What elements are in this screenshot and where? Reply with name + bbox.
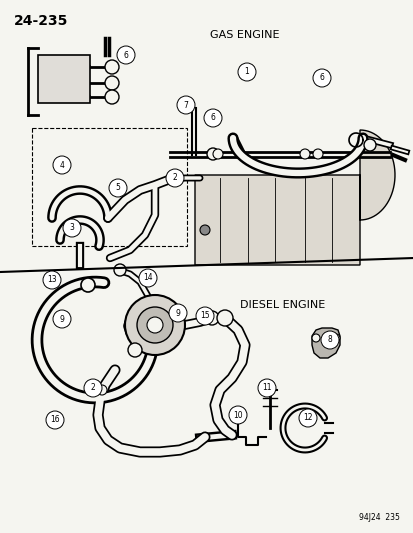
Circle shape <box>331 334 339 342</box>
Circle shape <box>46 411 64 429</box>
Text: 8: 8 <box>327 335 332 344</box>
Circle shape <box>81 278 95 292</box>
Text: 6: 6 <box>319 74 324 83</box>
Text: 5: 5 <box>115 183 120 192</box>
Circle shape <box>105 90 119 104</box>
Text: 6: 6 <box>123 51 128 60</box>
Text: 2: 2 <box>90 384 95 392</box>
Circle shape <box>43 271 61 289</box>
Text: 14: 14 <box>143 273 152 282</box>
Text: 7: 7 <box>183 101 188 109</box>
Circle shape <box>137 307 173 343</box>
Text: 94J24  235: 94J24 235 <box>358 513 399 522</box>
Text: 13: 13 <box>47 276 57 285</box>
Circle shape <box>117 46 135 64</box>
Circle shape <box>228 406 247 424</box>
FancyBboxPatch shape <box>38 55 90 103</box>
Circle shape <box>53 156 71 174</box>
Circle shape <box>299 149 309 159</box>
Text: 6: 6 <box>210 114 215 123</box>
Circle shape <box>199 225 209 235</box>
Circle shape <box>298 409 316 427</box>
Circle shape <box>125 295 185 355</box>
Circle shape <box>63 219 81 237</box>
Circle shape <box>128 343 142 357</box>
Circle shape <box>147 317 163 333</box>
Circle shape <box>195 307 214 325</box>
Text: DIESEL ENGINE: DIESEL ENGINE <box>240 300 325 310</box>
Circle shape <box>97 385 107 395</box>
Circle shape <box>363 139 375 151</box>
Bar <box>32 128 187 246</box>
Text: 3: 3 <box>69 223 74 232</box>
Text: 4: 4 <box>59 160 64 169</box>
Polygon shape <box>195 130 394 265</box>
Circle shape <box>204 109 221 127</box>
Circle shape <box>105 76 119 90</box>
Circle shape <box>216 310 233 326</box>
Text: 2: 2 <box>172 174 177 182</box>
Circle shape <box>169 304 187 322</box>
Circle shape <box>237 63 255 81</box>
Circle shape <box>257 379 275 397</box>
Circle shape <box>206 148 218 160</box>
Circle shape <box>114 264 126 276</box>
Text: 10: 10 <box>233 410 242 419</box>
Circle shape <box>320 331 338 349</box>
Text: 24-235: 24-235 <box>14 14 68 28</box>
Text: 16: 16 <box>50 416 59 424</box>
Circle shape <box>212 149 223 159</box>
Circle shape <box>204 311 218 325</box>
Text: 1: 1 <box>244 68 249 77</box>
Circle shape <box>105 60 119 74</box>
Text: 9: 9 <box>59 314 64 324</box>
Circle shape <box>177 96 195 114</box>
Text: 11: 11 <box>261 384 271 392</box>
Circle shape <box>53 310 71 328</box>
Circle shape <box>311 334 319 342</box>
Circle shape <box>166 169 183 187</box>
Circle shape <box>139 269 157 287</box>
Text: 12: 12 <box>302 414 312 423</box>
Circle shape <box>312 149 322 159</box>
Circle shape <box>312 69 330 87</box>
Circle shape <box>84 379 102 397</box>
Text: 15: 15 <box>200 311 209 320</box>
Text: 9: 9 <box>175 309 180 318</box>
Polygon shape <box>311 328 339 358</box>
Circle shape <box>109 179 127 197</box>
Text: GAS ENGINE: GAS ENGINE <box>209 30 279 40</box>
